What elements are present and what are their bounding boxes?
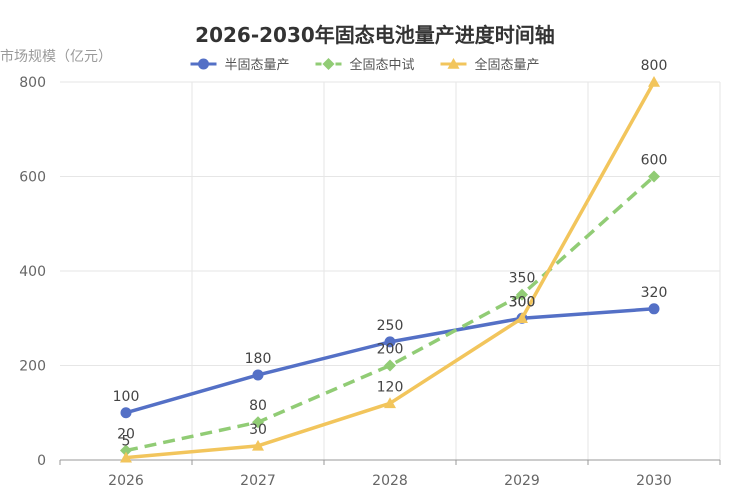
data-point xyxy=(120,407,132,419)
data-label: 800 xyxy=(641,58,668,74)
data-label: 250 xyxy=(377,318,404,334)
y-axis-label: 市场规模（亿元） xyxy=(0,48,112,65)
x-tick-label: 2028 xyxy=(372,473,408,489)
x-tick-label: 2026 xyxy=(108,473,144,489)
chart-title: 2026-2030年固态电池量产进度时间轴 xyxy=(195,23,555,47)
y-tick-label: 600 xyxy=(19,170,46,186)
data-label: 100 xyxy=(113,389,140,405)
legend-item[interactable]: 半固态量产 xyxy=(190,58,290,73)
data-point xyxy=(516,288,528,301)
legend-label: 全固态中试 xyxy=(350,57,415,73)
data-label: 80 xyxy=(249,398,267,414)
x-tick-label: 2030 xyxy=(636,473,672,489)
data-label: 5 xyxy=(122,434,131,450)
data-point xyxy=(252,439,264,451)
y-tick-label: 400 xyxy=(19,264,46,280)
legend-item[interactable]: 全固态量产 xyxy=(440,57,540,73)
legend-item[interactable]: 全固态中试 xyxy=(315,57,415,73)
data-point xyxy=(252,416,264,429)
data-point xyxy=(648,303,660,315)
data-label: 120 xyxy=(377,379,404,395)
data-point xyxy=(516,312,528,324)
x-tick-label: 2027 xyxy=(240,473,276,489)
legend-label: 半固态量产 xyxy=(225,58,290,73)
grid xyxy=(60,81,721,460)
data-point xyxy=(384,397,396,409)
data-point xyxy=(120,451,132,463)
data-label: 600 xyxy=(641,153,668,169)
data-label: 350 xyxy=(509,271,536,287)
y-tick-label: 0 xyxy=(37,453,46,469)
x-tick-label: 2029 xyxy=(504,473,540,489)
data-point xyxy=(648,76,660,87)
data-label: 200 xyxy=(377,342,404,358)
y-tick-label: 800 xyxy=(19,75,46,91)
legend-marker xyxy=(447,58,460,69)
data-label: 300 xyxy=(509,294,536,310)
data-point xyxy=(384,359,396,372)
data-label: 180 xyxy=(245,351,272,367)
data-label: 20 xyxy=(117,427,135,443)
data-point xyxy=(648,170,660,183)
data-point xyxy=(252,369,264,381)
y-tick-label: 200 xyxy=(19,359,46,375)
legend-label: 全固态量产 xyxy=(475,57,540,73)
data-label: 320 xyxy=(641,285,668,301)
data-point xyxy=(384,336,396,348)
legend-marker xyxy=(322,58,335,70)
series-layer xyxy=(120,76,660,463)
legend-marker xyxy=(198,58,209,70)
legend: 半固态量产 全固态中试 全固态量产 xyxy=(190,57,540,73)
data-point xyxy=(120,444,132,457)
data-label: 30 xyxy=(249,422,267,438)
data-label: 300 xyxy=(509,294,536,310)
